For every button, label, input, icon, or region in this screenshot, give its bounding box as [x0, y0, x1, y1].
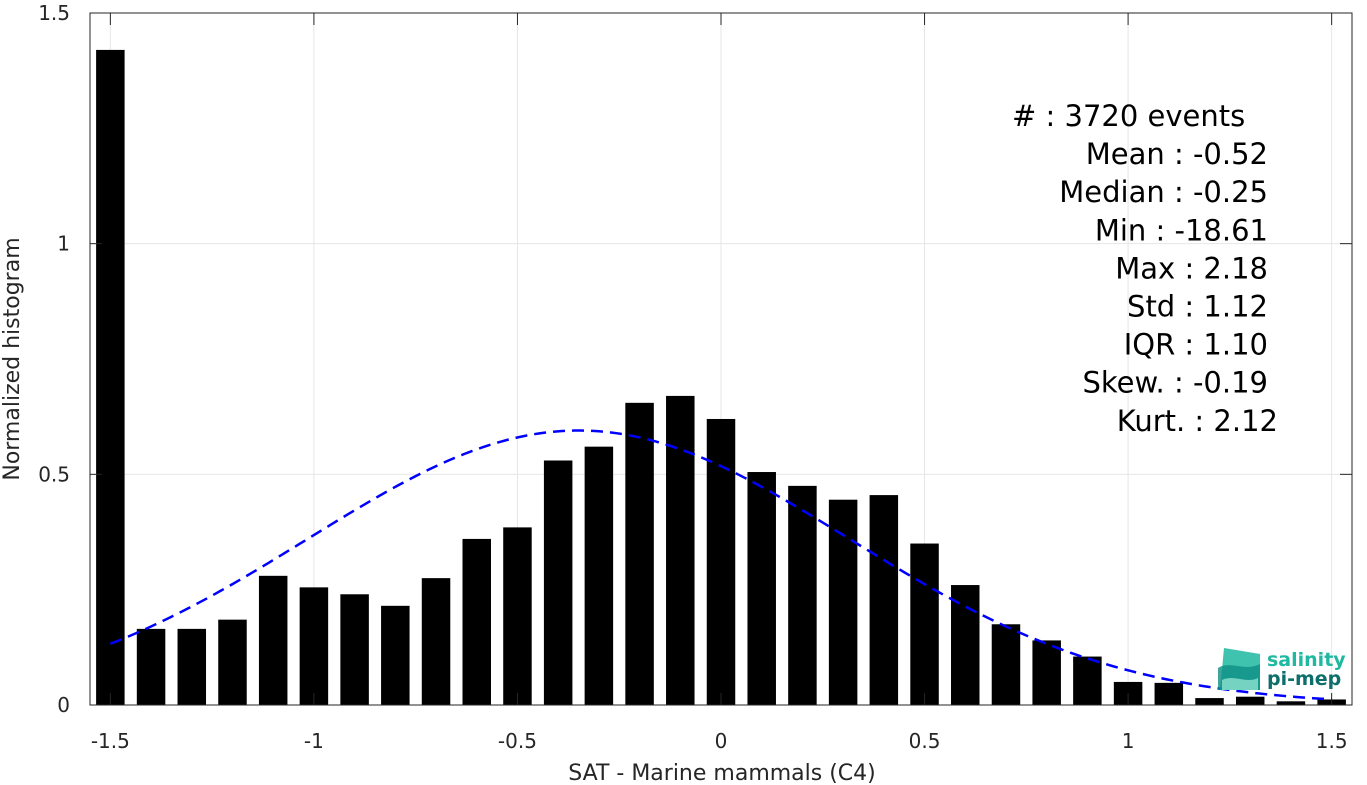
histogram-bar — [218, 619, 247, 705]
histogram-bar — [1235, 696, 1265, 705]
histogram-bar — [177, 628, 207, 705]
stat-line: Std : 1.12 — [1127, 290, 1268, 324]
y-tick-labels: 0 0.5 1 1.5 — [38, 1, 70, 717]
x-tick-label: -1.5 — [91, 729, 130, 753]
stat-line: Skew. : -0.19 — [1082, 366, 1268, 400]
histogram-bar — [788, 485, 817, 705]
stat-line: IQR : 1.10 — [1124, 328, 1268, 362]
x-tick-labels: -1.5 -1 -0.5 0 0.5 1 1.5 — [91, 729, 1348, 753]
stat-line: Max : 2.18 — [1115, 251, 1268, 285]
histogram-bar — [869, 495, 899, 705]
histogram-bar — [421, 578, 451, 705]
histogram-bar — [462, 538, 491, 705]
histogram-bar — [1276, 701, 1306, 705]
histogram-bar — [828, 499, 858, 705]
x-tick-label: -1 — [304, 729, 324, 753]
logo-text-salinity: salinity — [1267, 649, 1346, 671]
histogram-bar — [299, 587, 329, 705]
histogram-bar — [503, 527, 532, 705]
histogram-bar — [136, 628, 166, 705]
x-tick-label: -0.5 — [498, 729, 537, 753]
y-tick-label: 1.5 — [38, 1, 70, 25]
x-tick-label: 1 — [1122, 729, 1135, 753]
histogram-bar — [1032, 640, 1061, 705]
y-axis-label: Normalized histogram — [0, 237, 25, 480]
histogram-bar — [1073, 656, 1102, 705]
x-axis-label: SAT - Marine mammals (C4) — [568, 761, 876, 785]
histogram-bar — [381, 605, 410, 705]
histogram-bar — [991, 624, 1021, 705]
histogram-bar — [910, 543, 939, 705]
histogram-bar — [584, 446, 614, 705]
y-tick-label: 0.5 — [38, 462, 70, 486]
logo-text-pimep: pi-mep — [1267, 668, 1341, 690]
histogram-bar — [1195, 698, 1224, 705]
histogram-bar — [340, 594, 369, 705]
salinity-pimep-logo: salinity pi-mep — [1218, 648, 1346, 690]
stat-line: Mean : -0.52 — [1086, 137, 1268, 171]
histogram-bar — [747, 472, 776, 705]
x-tick-label: 0.5 — [909, 729, 941, 753]
histogram-bar — [666, 395, 695, 705]
histogram-bar — [1154, 682, 1184, 705]
axes-box — [89, 12, 1353, 706]
stat-line: Kurt. : 2.12 — [1117, 404, 1278, 438]
histogram-bar — [543, 460, 573, 705]
x-tick-label: 1.5 — [1316, 729, 1348, 753]
stat-line: # : 3720 events — [1012, 99, 1245, 133]
histogram-bar — [951, 585, 980, 705]
y-tick-label: 0 — [57, 693, 70, 717]
statistics-panel: # : 3720 events Mean : -0.52 Median : -0.2… — [1012, 99, 1278, 438]
histogram-bar — [96, 49, 125, 705]
normal-fit-curve — [109, 429, 1332, 701]
x-tick-label: 0 — [715, 729, 728, 753]
y-tick-label: 1 — [57, 232, 70, 256]
histogram-bar — [625, 402, 654, 705]
stat-line: Min : -18.61 — [1095, 213, 1268, 247]
histogram-bars — [96, 49, 1346, 705]
logo-wave-icon — [1218, 648, 1260, 690]
stat-line: Median : -0.25 — [1059, 175, 1268, 209]
histogram-bar — [258, 575, 288, 705]
